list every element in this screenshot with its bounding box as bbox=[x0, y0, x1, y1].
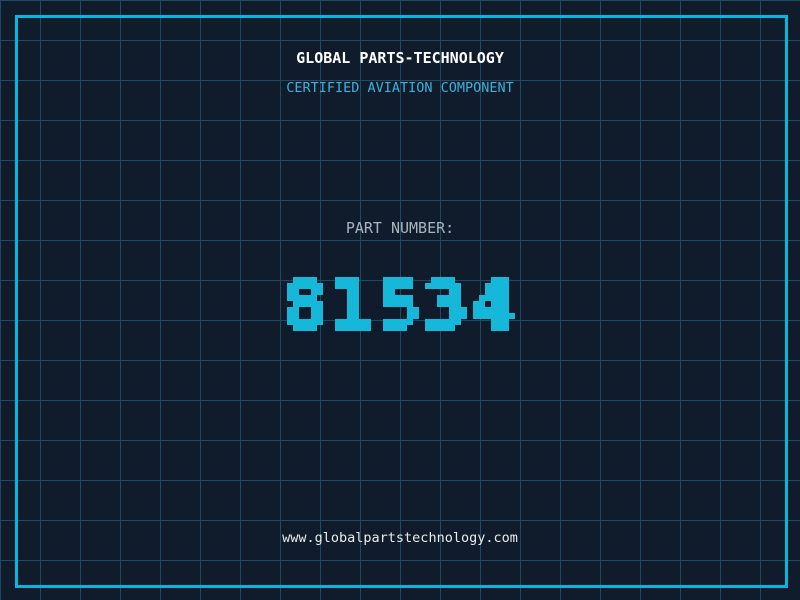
certification-tagline: CERTIFIED AVIATION COMPONENT bbox=[286, 80, 514, 96]
website-url: www.globalpartstechnology.com bbox=[282, 530, 518, 546]
blueprint-frame-border bbox=[15, 15, 788, 588]
company-name-title: GLOBAL PARTS-TECHNOLOGY bbox=[296, 49, 504, 67]
part-number-label: PART NUMBER: bbox=[345, 219, 455, 237]
part-number-value bbox=[275, 253, 563, 349]
